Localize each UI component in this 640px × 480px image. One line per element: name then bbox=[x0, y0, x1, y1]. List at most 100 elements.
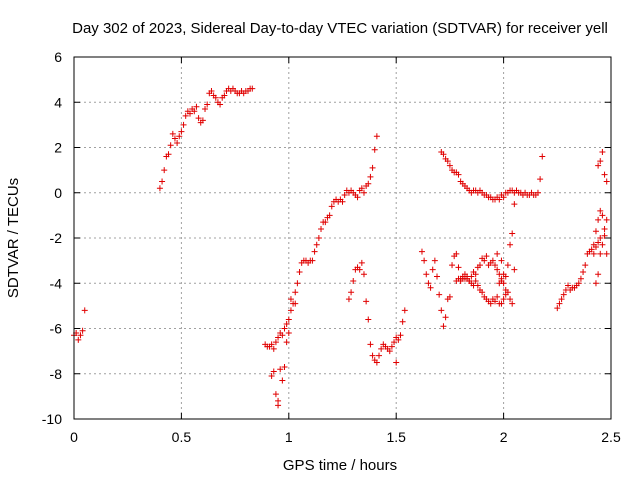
data-point bbox=[481, 257, 488, 264]
data-point bbox=[79, 327, 86, 334]
data-point bbox=[509, 230, 516, 237]
data-point bbox=[472, 271, 479, 278]
x-tick-label: 0 bbox=[70, 429, 78, 445]
data-point bbox=[500, 194, 507, 201]
data-point bbox=[492, 262, 499, 269]
data-point bbox=[492, 298, 499, 305]
data-point bbox=[270, 368, 277, 375]
data-point bbox=[358, 185, 365, 192]
x-axis-label: GPS time / hours bbox=[283, 457, 397, 474]
chart-title: Day 302 of 2023, Sidereal Day-to-day VTE… bbox=[72, 20, 608, 37]
data-point bbox=[171, 135, 178, 142]
data-point bbox=[500, 296, 507, 303]
data-point bbox=[560, 291, 567, 298]
data-point bbox=[208, 87, 215, 94]
data-point bbox=[281, 325, 288, 332]
y-tick-label: -6 bbox=[50, 321, 63, 337]
data-point bbox=[292, 289, 299, 296]
data-point bbox=[292, 300, 299, 307]
data-point bbox=[277, 366, 284, 373]
data-point bbox=[397, 332, 404, 339]
data-point bbox=[309, 257, 316, 264]
data-point bbox=[597, 235, 604, 241]
data-point bbox=[360, 271, 367, 278]
data-point bbox=[367, 173, 374, 180]
data-point bbox=[326, 212, 333, 219]
x-tick-label: 0.5 bbox=[172, 429, 192, 445]
data-point bbox=[455, 264, 462, 271]
data-point bbox=[296, 268, 303, 275]
data-point bbox=[427, 284, 434, 291]
data-point bbox=[436, 291, 443, 298]
data-point bbox=[580, 268, 587, 275]
data-point bbox=[438, 307, 445, 314]
data-point bbox=[399, 318, 406, 325]
data-point bbox=[75, 336, 82, 343]
data-point bbox=[494, 250, 501, 257]
data-point bbox=[431, 257, 438, 264]
data-point bbox=[601, 225, 608, 232]
data-point bbox=[449, 262, 456, 269]
data-point bbox=[444, 158, 451, 165]
data-point bbox=[369, 164, 376, 171]
data-point bbox=[601, 171, 608, 178]
y-tick-label: -8 bbox=[50, 366, 63, 382]
data-point bbox=[363, 298, 370, 305]
data-point bbox=[371, 146, 378, 153]
data-point bbox=[446, 293, 453, 300]
data-point bbox=[167, 142, 174, 149]
data-point bbox=[592, 280, 599, 287]
data-point bbox=[599, 149, 606, 156]
data-point bbox=[212, 94, 219, 101]
data-point bbox=[199, 117, 206, 124]
data-point bbox=[202, 106, 209, 113]
data-point bbox=[603, 250, 610, 257]
data-point bbox=[311, 248, 318, 255]
data-point bbox=[595, 162, 602, 169]
data-point bbox=[446, 162, 453, 169]
data-point bbox=[502, 287, 509, 294]
data-point bbox=[272, 339, 279, 346]
data-point bbox=[77, 332, 84, 339]
data-point bbox=[365, 180, 372, 187]
data-point bbox=[565, 282, 572, 289]
data-point bbox=[221, 92, 228, 99]
data-point bbox=[554, 305, 561, 312]
data-point bbox=[599, 212, 606, 219]
x-tick-labels: 0 0.5 1 1.5 2 2.5 bbox=[70, 429, 621, 445]
data-point bbox=[418, 248, 425, 255]
data-point bbox=[283, 339, 290, 346]
data-point bbox=[582, 262, 589, 269]
data-point bbox=[595, 239, 602, 246]
data-point bbox=[174, 139, 181, 146]
data-point bbox=[369, 352, 376, 359]
plot-frame bbox=[73, 56, 612, 420]
data-point bbox=[597, 207, 604, 214]
data-point bbox=[534, 189, 541, 196]
data-point bbox=[186, 110, 193, 117]
data-point bbox=[597, 158, 604, 165]
data-point bbox=[279, 332, 286, 339]
data-point bbox=[391, 339, 398, 346]
data-point bbox=[358, 259, 365, 266]
data-point bbox=[507, 296, 514, 303]
data-point bbox=[373, 359, 380, 366]
data-point bbox=[575, 280, 582, 287]
data-point bbox=[453, 250, 460, 257]
data-point bbox=[539, 153, 546, 160]
data-point bbox=[494, 293, 501, 300]
data-point bbox=[272, 391, 279, 398]
data-point bbox=[191, 108, 198, 115]
data-point bbox=[318, 225, 325, 232]
data-point bbox=[204, 101, 211, 108]
data-point bbox=[423, 271, 430, 278]
data-point bbox=[425, 280, 432, 287]
data-point bbox=[498, 277, 505, 284]
data-point bbox=[285, 316, 292, 323]
data-point bbox=[268, 373, 275, 380]
data-point bbox=[487, 300, 494, 307]
data-point bbox=[315, 235, 322, 241]
data-point bbox=[339, 198, 346, 205]
y-tick-label: 4 bbox=[54, 94, 62, 110]
data-point bbox=[386, 348, 393, 355]
